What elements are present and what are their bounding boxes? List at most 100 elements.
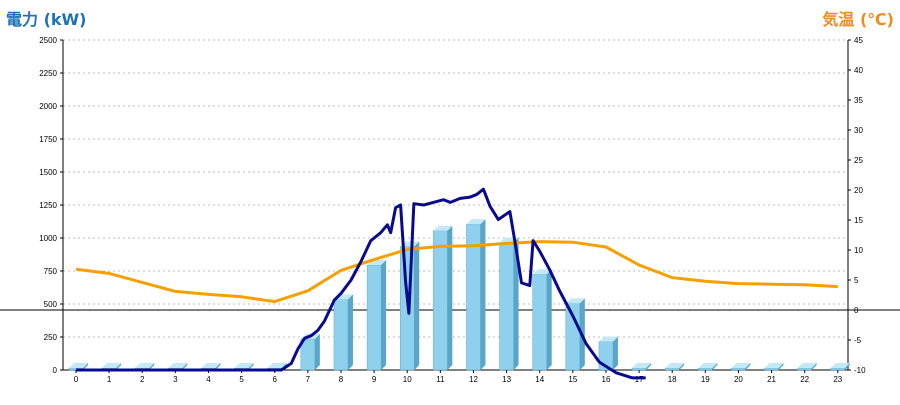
power-bar-side xyxy=(712,363,718,370)
y-left-tick-label: 250 xyxy=(44,333,58,342)
y-right-tick-label: 45 xyxy=(854,36,863,45)
x-tick-label: 14 xyxy=(535,375,544,384)
x-tick-label: 7 xyxy=(306,375,311,384)
power-bar-top xyxy=(69,363,88,368)
x-tick-label: 17 xyxy=(635,375,644,384)
x-tick-label: 0 xyxy=(74,375,79,384)
temperature-line xyxy=(75,240,838,304)
power-bar-top xyxy=(102,363,122,368)
power-bar-top xyxy=(598,336,618,342)
power-bar xyxy=(532,274,547,371)
y-left-tick-label: 1250 xyxy=(39,201,57,210)
power-bar-side xyxy=(844,363,850,370)
x-tick-label: 19 xyxy=(701,375,710,384)
x-tick-label: 16 xyxy=(602,375,611,384)
x-tick-label: 13 xyxy=(502,375,511,384)
power-bar-side xyxy=(314,333,320,370)
power-bar-top xyxy=(433,225,453,231)
x-tick-label: 9 xyxy=(372,375,377,384)
power-bar-side xyxy=(149,363,155,370)
power-bar-top xyxy=(764,363,784,368)
x-tick-label: 2 xyxy=(140,375,145,384)
power-bar xyxy=(333,299,349,371)
power-bar-top xyxy=(400,241,420,247)
power-bar-side xyxy=(546,269,552,370)
y-right-tick-label: 35 xyxy=(854,96,863,105)
x-tick-label: 10 xyxy=(403,375,412,384)
y-right-tick-label: 10 xyxy=(854,246,863,255)
y-left-tick-label: 0 xyxy=(53,366,58,375)
x-tick-label: 18 xyxy=(668,375,677,384)
x-tick-label: 8 xyxy=(339,375,344,384)
x-tick-label: 12 xyxy=(469,375,478,384)
y-left-tick-label: 1000 xyxy=(39,234,57,243)
power-bar-top xyxy=(731,363,751,368)
power-bar-side xyxy=(612,336,618,370)
power-bar xyxy=(698,367,713,371)
power-bar-side xyxy=(447,225,453,370)
y-left-tick-label: 2250 xyxy=(39,69,57,78)
power-bar-side xyxy=(811,363,817,370)
power-bar-top xyxy=(168,363,188,368)
y-left-tick-label: 2000 xyxy=(39,102,57,111)
power-bar-top xyxy=(267,363,287,368)
x-tick-label: 6 xyxy=(273,375,278,384)
power-line xyxy=(76,187,646,380)
power-bar-side xyxy=(778,363,784,370)
power-bar xyxy=(433,230,448,371)
power-bar-side xyxy=(248,363,254,370)
power-bar-top xyxy=(532,269,552,275)
power-bar-top xyxy=(201,363,221,368)
power-bar-top xyxy=(234,363,254,368)
y-right-tick-label: 40 xyxy=(854,66,863,75)
power-bar-side xyxy=(513,237,519,370)
power-bar-side xyxy=(83,363,88,370)
power-bar xyxy=(830,367,846,371)
y-right-tick-label: -5 xyxy=(854,336,862,345)
y-right-tick-label: 0 xyxy=(854,306,859,315)
x-tick-label: 15 xyxy=(568,375,577,384)
power-bar xyxy=(797,367,812,371)
power-bar xyxy=(366,264,382,371)
power-bar-side xyxy=(381,260,387,370)
y-left-tick-label: 1500 xyxy=(39,168,57,177)
x-tick-label: 22 xyxy=(800,375,809,384)
power-bar-side xyxy=(116,363,122,370)
y-right-tick-label: 25 xyxy=(854,156,863,165)
power-bar-top xyxy=(135,363,155,368)
x-tick-label: 21 xyxy=(767,375,776,384)
y-left-tick-label: 500 xyxy=(44,300,58,309)
power-bar xyxy=(631,367,647,371)
power-bar xyxy=(764,367,779,371)
power-bar xyxy=(731,367,746,371)
power-bar-top xyxy=(698,363,718,368)
y-right-tick-label: 5 xyxy=(854,276,859,285)
x-tick-label: 20 xyxy=(734,375,743,384)
x-tick-label: 5 xyxy=(239,375,244,384)
y-right-tick-label: 15 xyxy=(854,216,863,225)
y-left-tick-label: 1750 xyxy=(39,135,57,144)
x-tick-label: 4 xyxy=(206,375,211,384)
y-left-tick-label: 2500 xyxy=(39,36,57,45)
power-bar-side xyxy=(480,219,486,370)
power-bar-side xyxy=(745,363,751,370)
power-bar-side xyxy=(679,363,685,370)
right-axis-title: 気温 (℃) xyxy=(822,10,894,29)
power-bar-side xyxy=(646,363,652,370)
power-bar-top xyxy=(665,363,685,368)
power-bar-top xyxy=(797,363,817,368)
x-tick-label: 23 xyxy=(833,375,842,384)
power-bar-top xyxy=(830,363,850,368)
power-bar-top xyxy=(632,363,652,368)
power-bar-side xyxy=(215,363,221,370)
y-right-tick-label: 30 xyxy=(854,126,863,135)
x-tick-label: 3 xyxy=(173,375,178,384)
power-bar-top xyxy=(565,298,585,304)
left-axis-title: 電力 (kW) xyxy=(6,10,87,29)
x-tick-label: 11 xyxy=(436,375,445,384)
power-bar xyxy=(499,242,514,371)
power-bar-side xyxy=(414,241,420,370)
y-right-tick-label: 20 xyxy=(854,186,863,195)
